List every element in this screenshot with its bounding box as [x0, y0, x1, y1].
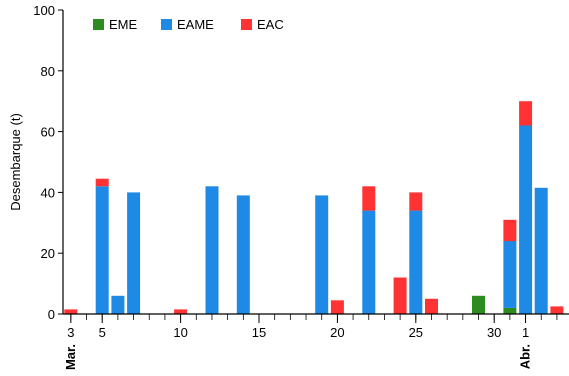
bar-eme-31: [503, 307, 517, 314]
bar-eac-10: [174, 309, 188, 314]
bar-eac-24: [393, 277, 407, 314]
bar-eame-14: [236, 195, 250, 314]
legend-label-eac: EAC: [257, 17, 284, 32]
bar-eac-31: [503, 219, 517, 242]
bar-eame-5: [95, 186, 109, 314]
legend-swatch-eac: [241, 19, 252, 30]
month-label: Abr.: [518, 344, 533, 369]
y-tick-label: 100: [33, 3, 55, 18]
y-tick-label: 80: [41, 64, 55, 79]
bar-eac-20: [330, 300, 344, 314]
x-tick-label: 5: [99, 325, 106, 340]
bar-eame-25: [409, 210, 423, 314]
bar-eame-31: [503, 241, 517, 308]
bar-eac-25: [409, 192, 423, 211]
bar-eame-7: [127, 192, 141, 314]
bar-eame-19: [315, 195, 329, 314]
month-label: Mar.: [63, 344, 78, 370]
x-tick-label: 3: [67, 325, 74, 340]
y-tick-label: 20: [41, 246, 55, 261]
bar-eame-32: [519, 125, 533, 314]
legend-swatch-eame: [161, 19, 172, 30]
bar-eame-22: [362, 210, 376, 314]
bar-eac-22: [362, 186, 376, 211]
bar-eame-33: [534, 187, 548, 314]
x-tick-label: 20: [330, 325, 344, 340]
x-tick-label: 1: [522, 325, 529, 340]
x-tick-label: 25: [409, 325, 423, 340]
bar-eac-32: [519, 101, 533, 126]
legend: EME EAME EAC: [93, 17, 284, 32]
legend-label-eme: EME: [109, 17, 138, 32]
x-tick-label: 30: [487, 325, 501, 340]
legend-label-eame: EAME: [177, 17, 214, 32]
y-tick-label: 60: [41, 125, 55, 140]
axes-group: 0 20 40 60 80 100 3 5 10 15 20 25 30 1 Mar. Abr. Desemba…: [8, 3, 569, 370]
y-tick-label: 0: [48, 307, 55, 322]
bar-eame-6: [111, 295, 125, 314]
legend-swatch-eme: [93, 19, 104, 30]
bar-eme-29: [472, 295, 485, 314]
bars-group: [64, 101, 564, 314]
y-axis-title: Desembarque (t): [8, 113, 23, 211]
x-tick-label: 15: [252, 325, 266, 340]
y-tick-label: 40: [41, 185, 55, 200]
bar-eac-26: [425, 298, 438, 314]
bar-eac-34: [550, 306, 564, 314]
bar-eac-3: [64, 309, 78, 314]
x-tick-label: 10: [173, 325, 187, 340]
bar-eame-12: [205, 186, 219, 314]
bar-eac-5: [95, 178, 109, 187]
